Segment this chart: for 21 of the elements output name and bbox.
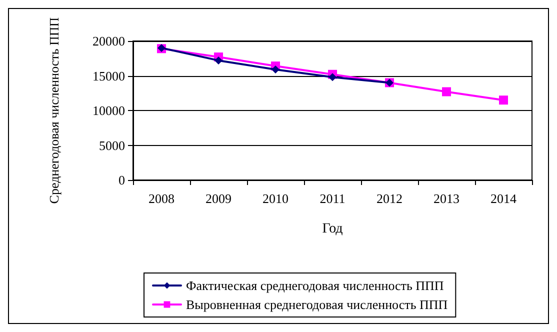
y-tick-label: 15000 [92, 68, 125, 84]
y-tick-label: 20000 [92, 34, 125, 48]
point [442, 87, 451, 96]
y-axis-title: Среднегодовая численность ППП [46, 17, 62, 204]
point [499, 96, 508, 105]
x-axis-title: Год [322, 222, 343, 236]
legend-label: Выровненная среднегодовая численность ППП [186, 297, 448, 312]
point [328, 73, 336, 82]
x-tick-label: 2014 [490, 191, 517, 206]
x-tick-label: 2009 [206, 191, 232, 206]
x-tick-label: 2011 [320, 191, 346, 206]
x-tick-label: 2010 [262, 191, 288, 206]
y-tick-label: 0 [118, 172, 125, 188]
x-tick-label: 2008 [148, 191, 174, 206]
y-tick-label: 5000 [99, 138, 125, 153]
point [214, 56, 222, 64]
point [272, 65, 280, 74]
legend-label: Фактическая среднегодовая численность ППП [186, 278, 444, 293]
y-tick-label: 10000 [92, 103, 125, 118]
x-tick-label: 2012 [376, 191, 402, 206]
x-tick-label: 2013 [434, 191, 460, 206]
